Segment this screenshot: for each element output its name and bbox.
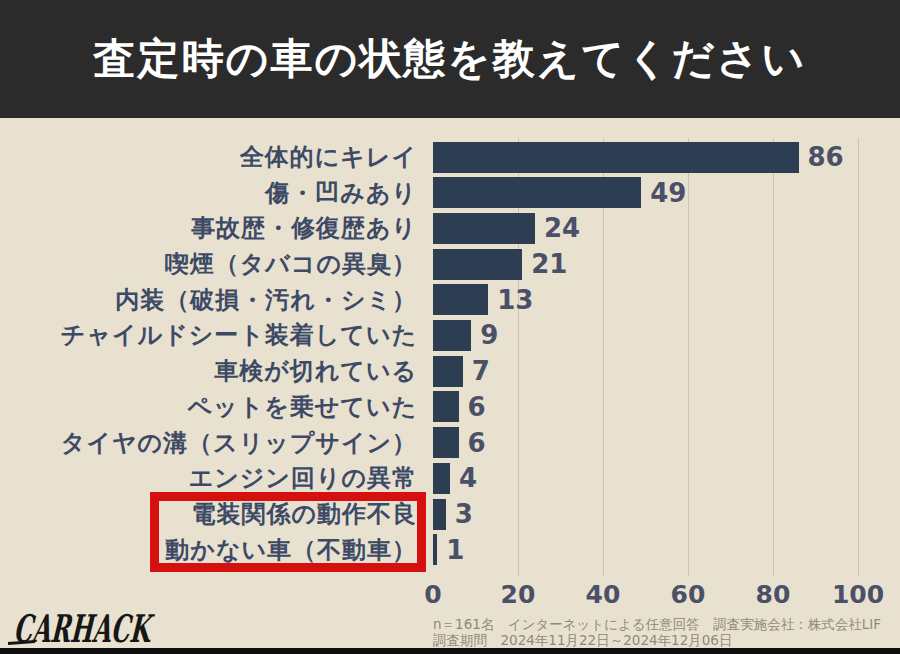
category-label: 事故歴・修復歴あり <box>191 211 417 247</box>
bar <box>433 499 446 530</box>
bar-value: 13 <box>497 282 533 318</box>
x-tick-label: 100 <box>832 580 884 609</box>
highlight-box <box>150 492 426 572</box>
bar-value: 7 <box>472 353 490 389</box>
category-label: 内装（破損・汚れ・シミ） <box>115 282 417 318</box>
bar <box>433 463 450 494</box>
chart-area: 全体的にキレイ86傷・凹みあり49事故歴・修復歴あり24喫煙（タバコの異臭）21… <box>0 118 900 647</box>
bar-value: 6 <box>468 425 486 461</box>
bar-value: 4 <box>459 460 477 496</box>
gridline <box>773 138 774 576</box>
x-tick-label: 0 <box>424 580 441 609</box>
bar-value: 49 <box>650 175 686 211</box>
x-tick-label: 40 <box>586 580 621 609</box>
bar <box>433 534 437 565</box>
bar-value: 6 <box>468 389 486 425</box>
category-label: タイヤの溝（スリップサイン） <box>61 425 417 461</box>
footnote-line2: 調査期間 2024年11月22日～2024年12月06日 <box>433 632 881 648</box>
category-label: 車検が切れている <box>214 353 417 389</box>
category-label: チャイルドシート装着していた <box>61 318 417 354</box>
title-bar: 査定時の車の状態を教えてください <box>0 0 900 118</box>
category-label: 全体的にキレイ <box>240 139 417 175</box>
category-label: 傷・凹みあり <box>265 175 417 211</box>
bar-value: 9 <box>480 318 498 354</box>
bar <box>433 284 488 315</box>
bar <box>433 177 641 208</box>
bar <box>433 213 535 244</box>
bar-value: 86 <box>808 139 844 175</box>
bar <box>433 249 522 280</box>
x-tick-label: 80 <box>756 580 791 609</box>
chart-title: 査定時の車の状態を教えてください <box>94 31 807 87</box>
page: 査定時の車の状態を教えてください 全体的にキレイ86傷・凹みあり49事故歴・修復… <box>0 0 900 654</box>
footnote-line1: n＝161名 インターネットによる任意回答 調査実施会社：株式会社LIF <box>433 616 881 632</box>
bar <box>433 391 459 422</box>
bar-value: 1 <box>446 532 464 568</box>
x-tick-label: 20 <box>501 580 536 609</box>
survey-footnote: n＝161名 インターネットによる任意回答 調査実施会社：株式会社LIF 調査期… <box>433 616 881 648</box>
carhack-logo: CARHACK <box>12 606 152 651</box>
x-tick-label: 60 <box>671 580 706 609</box>
bar <box>433 142 799 173</box>
bar <box>433 356 463 387</box>
category-label: ペットを乗せていた <box>188 389 418 425</box>
bar <box>433 427 459 458</box>
gridline <box>688 138 689 576</box>
gridline <box>858 138 859 576</box>
bar-value: 24 <box>544 211 580 247</box>
bar-value: 3 <box>455 496 473 532</box>
bar-value: 21 <box>531 246 567 282</box>
category-label: 喫煙（タバコの異臭） <box>165 246 417 282</box>
bottom-strip <box>0 648 900 654</box>
bar <box>433 320 471 351</box>
